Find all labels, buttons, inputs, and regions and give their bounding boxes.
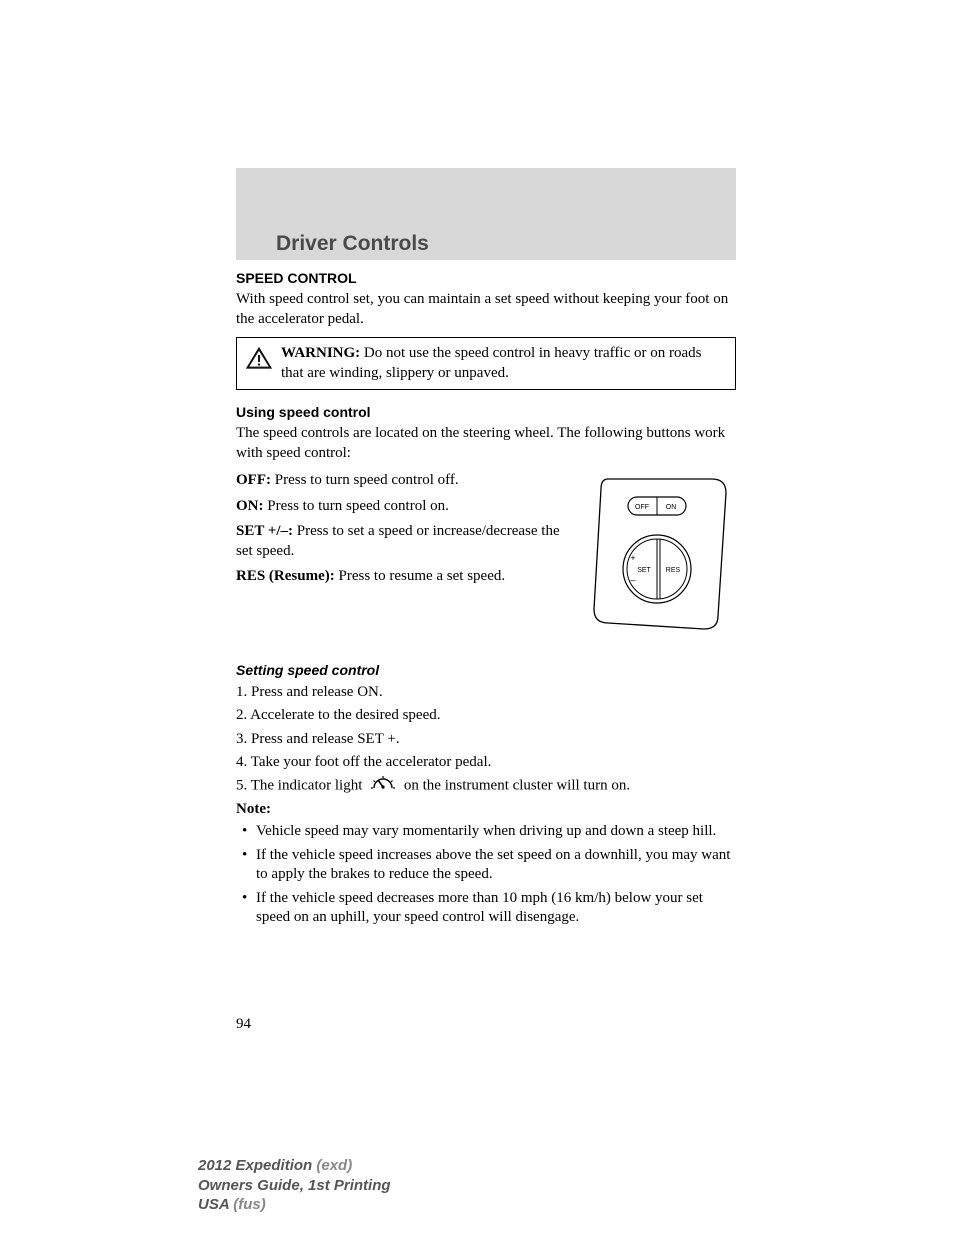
- def-res: RES (Resume): Press to resume a set spee…: [236, 567, 570, 587]
- def-off: OFF: Press to turn speed control off.: [236, 471, 570, 491]
- warning-label: WARNING:: [281, 345, 360, 361]
- diagram-minus: –: [630, 575, 635, 585]
- step-5: 5. The indicator light on the instrument…: [236, 775, 736, 797]
- note-1: Vehicle speed may vary momentarily when …: [236, 822, 736, 842]
- note-label: Note:: [236, 801, 736, 818]
- footer-code2: (fus): [233, 1196, 266, 1213]
- warning-box: WARNING: Do not use the speed control in…: [236, 337, 736, 390]
- footer-code1: (exd): [316, 1157, 352, 1174]
- using-heading: Using speed control: [236, 404, 736, 420]
- page-content: SPEED CONTROL With speed control set, yo…: [236, 270, 736, 932]
- page-title: Driver Controls: [276, 232, 429, 256]
- warning-text: WARNING: Do not use the speed control in…: [281, 344, 727, 383]
- using-two-col: OFF: Press to turn speed control off. ON…: [236, 471, 736, 636]
- section-heading: SPEED CONTROL: [236, 270, 736, 286]
- using-intro: The speed controls are located on the st…: [236, 424, 736, 463]
- step-4: 4. Take your foot off the accelerator pe…: [236, 752, 736, 772]
- diagram-set-label: SET: [637, 567, 651, 574]
- step-3: 3. Press and release SET +.: [236, 729, 736, 749]
- step-1: 1. Press and release ON.: [236, 682, 736, 702]
- footer-region: USA: [198, 1196, 233, 1213]
- footer-model: 2012 Expedition: [198, 1157, 316, 1174]
- diagram-plus: +: [630, 553, 635, 563]
- footer: 2012 Expedition (exd) Owners Guide, 1st …: [198, 1156, 391, 1215]
- note-2: If the vehicle speed increases above the…: [236, 846, 736, 885]
- cruise-indicator-icon: [370, 775, 396, 797]
- control-diagram: OFF ON SET RES + –: [586, 471, 736, 636]
- def-set: SET +/–: Press to set a speed or increas…: [236, 522, 570, 561]
- diagram-on-label: ON: [666, 504, 677, 511]
- section-intro: With speed control set, you can maintain…: [236, 290, 736, 329]
- setting-heading: Setting speed control: [236, 662, 736, 678]
- diagram-res-label: RES: [666, 567, 681, 574]
- def-on: ON: Press to turn speed control on.: [236, 497, 570, 517]
- step-2: 2. Accelerate to the desired speed.: [236, 705, 736, 725]
- footer-guide: Owners Guide, 1st Printing: [198, 1176, 391, 1196]
- diagram-off-label: OFF: [635, 504, 649, 511]
- warning-triangle-icon: [245, 346, 273, 375]
- page-number: 94: [236, 1016, 251, 1033]
- note-3: If the vehicle speed decreases more than…: [236, 889, 736, 928]
- using-defs: OFF: Press to turn speed control off. ON…: [236, 471, 570, 636]
